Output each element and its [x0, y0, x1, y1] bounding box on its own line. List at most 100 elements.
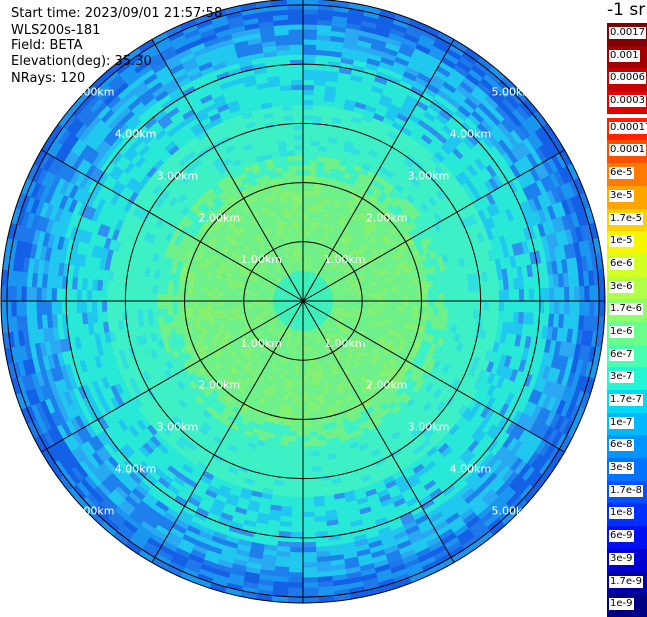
heatmap-cell: [287, 451, 295, 457]
heatmap-cell: [41, 287, 46, 301]
heatmap-cell: [290, 421, 297, 427]
heatmap-cell: [107, 301, 112, 311]
heatmap-cell: [590, 301, 595, 316]
heatmap-cell: [600, 301, 605, 317]
heatmap-cell: [177, 294, 182, 301]
heatmap-cell: [21, 301, 26, 316]
heatmap-cell: [202, 290, 207, 296]
heatmap-cell: [26, 287, 31, 301]
heatmap-cell: [433, 308, 439, 315]
heatmap-cell: [299, 366, 303, 371]
heatmap-cell: [36, 301, 41, 315]
heatmap-cell: [288, 436, 296, 442]
heatmap-cell: [294, 386, 299, 391]
heatmap-cell: [142, 293, 147, 301]
heatmap-cell: [303, 447, 311, 452]
heatmap-cell: [213, 305, 218, 310]
heatmap-cell: [36, 287, 41, 301]
heatmap-cell: [294, 467, 303, 472]
heatmap-cell: [310, 441, 318, 447]
heatmap-cell: [303, 432, 310, 437]
heatmap-cell: [71, 289, 76, 301]
heatmap-cell: [307, 386, 312, 391]
heatmap-cell: [474, 301, 479, 310]
heatmap-cell: [303, 422, 310, 427]
heatmap-cell: [132, 292, 137, 301]
heatmap-cell: [408, 307, 413, 313]
heatmap-cell: [31, 301, 36, 315]
heatmap-cell: [434, 301, 439, 308]
heatmap-cell: [202, 306, 207, 312]
heatmap-cell: [238, 301, 243, 304]
heatmap-cell: [429, 301, 434, 308]
heatmap-cell: [307, 381, 312, 386]
heatmap-cell: [399, 301, 404, 306]
heatmap-cell: [303, 527, 315, 532]
heatmap-cell: [297, 412, 303, 417]
heatmap-cell: [303, 397, 308, 402]
heatmap-cell: [299, 381, 303, 386]
heatmap-cell: [288, 582, 303, 587]
heatmap-cell: [310, 426, 317, 432]
heatmap-cell: [147, 293, 152, 301]
heatmap-cell: [295, 452, 303, 457]
heatmap-cell: [303, 522, 315, 527]
heatmap-cell: [293, 482, 303, 487]
heatmap-cell: [152, 309, 158, 317]
heatmap-cell: [303, 572, 317, 577]
heatmap-cell: [162, 294, 167, 301]
heatmap-cell: [172, 301, 177, 308]
heatmap-cell: [309, 411, 315, 416]
heatmap-cell: [311, 446, 319, 452]
heatmap-cell: [574, 301, 579, 315]
heatmap-cell: [41, 301, 46, 315]
heatmap-cell: [152, 293, 157, 301]
heatmap-cell: [177, 288, 183, 295]
heatmap-cell: [213, 292, 218, 297]
heatmap-cell: [147, 301, 152, 309]
heatmap-cell: [439, 301, 444, 308]
heatmap-cell: [202, 301, 207, 306]
heatmap-cell: [56, 301, 61, 314]
heatmap-cell: [404, 301, 409, 307]
heatmap-cell: [152, 285, 158, 293]
heatmap-cell: [292, 507, 303, 512]
heatmap-cell: [398, 306, 403, 312]
heatmap-cell: [167, 287, 173, 294]
heatmap-cell: [289, 426, 296, 432]
heatmap-cell: [157, 293, 162, 301]
heatmap-cell: [307, 371, 311, 376]
heatmap-cell: [197, 306, 202, 312]
heatmap-cell: [228, 305, 233, 309]
heatmap-cell: [288, 588, 303, 593]
heatmap-cell: [423, 307, 429, 314]
heatmap-cell: [303, 517, 315, 522]
heatmap-cell: [454, 301, 459, 309]
heatmap-cell: [238, 304, 243, 308]
heatmap-cell: [66, 301, 71, 313]
heatmap-cell: [373, 301, 378, 305]
heatmap-cell: [303, 567, 317, 572]
heatmap-cell: [303, 467, 312, 472]
heatmap-cell: [559, 301, 564, 315]
heatmap-cell: [303, 412, 309, 417]
heatmap-cell: [222, 301, 227, 305]
heatmap-cell: [77, 289, 82, 301]
heatmap-cell: [509, 301, 514, 312]
heatmap-cell: [303, 547, 316, 552]
heatmap-cell: [11, 286, 16, 301]
heatmap-cell: [127, 301, 132, 310]
heatmap-cell: [172, 287, 178, 294]
heatmap-cell: [197, 301, 202, 307]
heatmap-cell: [107, 291, 112, 301]
heatmap-cell: [292, 512, 303, 517]
heatmap-cell: [448, 309, 454, 317]
heatmap-cell: [413, 307, 418, 313]
heatmap-cell: [479, 301, 484, 310]
heatmap-cell: [306, 366, 310, 371]
heatmap-cell: [288, 577, 303, 582]
heatmap-cell: [311, 451, 319, 457]
heatmap-cell: [303, 452, 311, 457]
heatmap-cell: [388, 305, 393, 310]
heatmap-cell: [212, 301, 217, 306]
